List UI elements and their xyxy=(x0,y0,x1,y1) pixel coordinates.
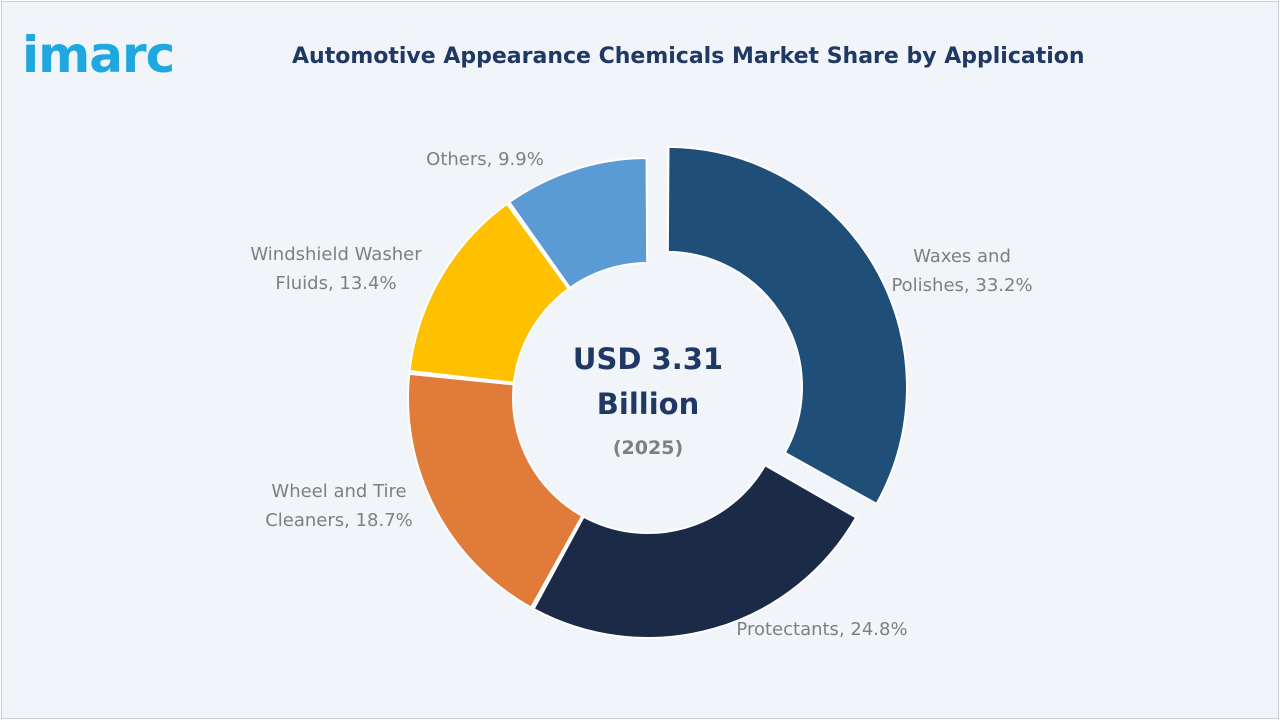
slice-label-2: Wheel and Tire Cleaners, 18.7% xyxy=(265,481,413,531)
slice-label-4: Others, 9.9% xyxy=(426,149,544,170)
slice-4 xyxy=(507,156,649,290)
center-unit: Billion xyxy=(597,387,699,421)
center-value: USD 3.31 xyxy=(573,342,723,376)
slice-2 xyxy=(407,372,584,609)
slice-label-0: Waxes and Polishes, 33.2% xyxy=(891,246,1032,296)
slice-labels: Waxes and Polishes, 33.2% Protectants, 24.… xyxy=(250,149,1032,640)
logo-text: imarc xyxy=(22,26,174,80)
slice-label-1: Protectants, 24.8% xyxy=(736,619,907,640)
donut-slices xyxy=(407,145,908,639)
slice-label-3: Windshield Washer Fluids, 13.4% xyxy=(250,244,422,294)
slice-3 xyxy=(408,202,571,384)
imarc-logo: imarc xyxy=(22,26,175,80)
center-label: USD 3.31 Billion (2025) xyxy=(573,342,723,459)
slice-0 xyxy=(666,145,908,506)
chart-title: Automotive Appearance Chemicals Market S… xyxy=(292,44,1085,69)
slice-1 xyxy=(532,463,858,639)
center-year: (2025) xyxy=(613,437,683,459)
